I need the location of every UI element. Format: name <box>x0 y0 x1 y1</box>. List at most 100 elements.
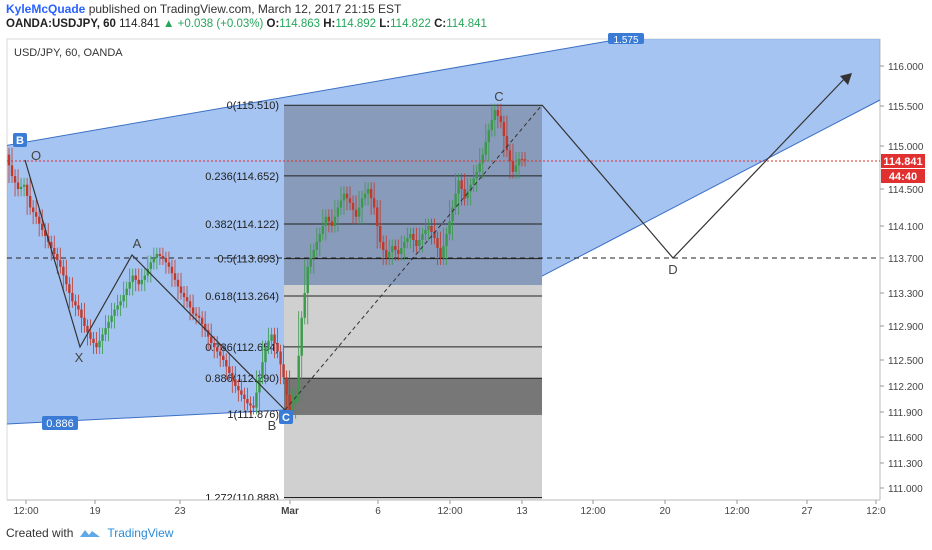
fib-label: 0.886(112.290) <box>205 373 279 385</box>
candle-body <box>134 275 137 280</box>
candle-body <box>360 198 364 208</box>
x-tick-label: 19 <box>89 506 101 517</box>
candle-body <box>484 142 487 155</box>
x-tick-label: Mar <box>281 506 299 517</box>
candle-body <box>273 334 276 343</box>
pattern-point-label: C <box>282 412 290 424</box>
tradingview-brand[interactable]: TradingView <box>107 526 174 540</box>
candle-body <box>345 193 349 199</box>
ohlc-open: O:114.863 <box>266 18 321 30</box>
created-with-text: Created with <box>6 526 74 540</box>
candle-body <box>309 258 312 267</box>
author-link[interactable]: KyleMcQuade <box>6 2 86 16</box>
price-chart[interactable]: 0(115.510) 0.236(114.652) 0.382(114.122) 0.… <box>0 0 932 520</box>
candle-body <box>37 216 41 224</box>
candle-body <box>520 158 524 160</box>
x-tick-label: 27 <box>801 506 813 517</box>
candle-body <box>502 122 506 136</box>
candle-body <box>270 334 273 341</box>
candle-body <box>327 216 331 222</box>
current-price-text: 114.841 <box>883 156 922 168</box>
pane-title: USD/JPY, 60, OANDA <box>14 47 123 59</box>
candle-body <box>433 232 436 238</box>
candle-body <box>25 184 29 196</box>
candle-body <box>369 189 373 199</box>
candle-body <box>324 216 328 226</box>
x-tick-label: 12:00 <box>580 506 605 517</box>
candle-body <box>149 262 153 269</box>
fib-box-overlay <box>284 105 542 285</box>
pattern-point-badge <box>13 133 27 147</box>
y-tick-label: 115.000 <box>888 142 924 153</box>
candle-body <box>77 305 80 310</box>
candle-body <box>222 355 225 360</box>
fib-label: 0.382(114.122) <box>205 219 279 231</box>
candle-body <box>89 332 92 339</box>
candle-body <box>80 309 83 318</box>
candle-body <box>188 301 192 308</box>
candle-body <box>394 246 397 250</box>
candle-body <box>496 110 500 116</box>
x-tick-label: 12:00 <box>724 506 749 517</box>
candle-body <box>65 275 68 285</box>
candle-body <box>170 266 174 274</box>
candle-body <box>424 230 427 234</box>
candle-body <box>397 250 400 254</box>
fib-label: 1(111.876) <box>227 409 279 421</box>
candle-body <box>86 326 89 333</box>
last-price: 114.841 <box>119 18 160 30</box>
candle-body <box>122 295 125 302</box>
candle-body <box>276 343 279 352</box>
time-axis[interactable]: 12:00 19 23 Mar 6 12:00 13 12:00 20 12:00 27 12:0 <box>13 500 886 517</box>
y-tick-label: 116.000 <box>888 62 924 73</box>
candle-body <box>185 297 189 302</box>
y-tick-label: 111.600 <box>888 433 923 444</box>
ohlc-low: L:114.822 <box>379 18 431 30</box>
candle-body <box>237 386 240 391</box>
candle-body <box>366 189 370 194</box>
candles <box>7 103 527 419</box>
candle-body <box>98 340 101 348</box>
candle-body <box>95 343 98 348</box>
up-arrow-icon: ▲ <box>163 18 175 30</box>
candle-body <box>375 207 379 226</box>
candle-body <box>40 223 44 230</box>
candle-body <box>460 180 463 189</box>
ohlc-close: C:114.841 <box>434 18 487 30</box>
x-tick-label: 20 <box>659 506 671 517</box>
candle-body <box>514 165 518 172</box>
candle-body <box>110 315 113 322</box>
y-tick-label: 112.200 <box>888 382 924 393</box>
price-axis[interactable]: 116.000 115.500 115.000 114.500 114.100 113.7… <box>880 62 924 495</box>
pattern-point-label: C <box>494 89 503 104</box>
candle-body <box>191 307 195 314</box>
candle-body <box>155 254 159 258</box>
candle-body <box>216 347 219 352</box>
candle-body <box>44 230 47 236</box>
candle-body <box>261 362 264 378</box>
candle-body <box>439 248 442 258</box>
candle-body <box>442 246 445 258</box>
candle-body <box>342 193 346 201</box>
pattern-point-label: B <box>268 418 277 433</box>
candle-body <box>412 234 415 240</box>
channel-label-0886 <box>42 416 78 430</box>
y-tick-label: 112.900 <box>888 322 924 333</box>
x-tick-label: 12:00 <box>437 506 462 517</box>
candle-body <box>303 293 306 318</box>
y-tick-label: 115.500 <box>888 102 924 113</box>
candle-body <box>487 130 491 142</box>
candle-body <box>158 254 162 256</box>
candle-body <box>321 226 325 234</box>
candle-body <box>128 282 131 289</box>
candle-body <box>113 309 116 316</box>
x-tick-label: 23 <box>174 506 186 517</box>
fib-label: 0.618(113.264) <box>205 291 279 303</box>
candle-body <box>264 347 267 363</box>
candle-body <box>385 250 388 258</box>
candle-body <box>68 284 71 293</box>
candle-body <box>333 216 337 226</box>
published-text: published on TradingView.com, March 12, … <box>88 2 402 16</box>
channel-label-1575-text: 1.575 <box>613 35 638 46</box>
